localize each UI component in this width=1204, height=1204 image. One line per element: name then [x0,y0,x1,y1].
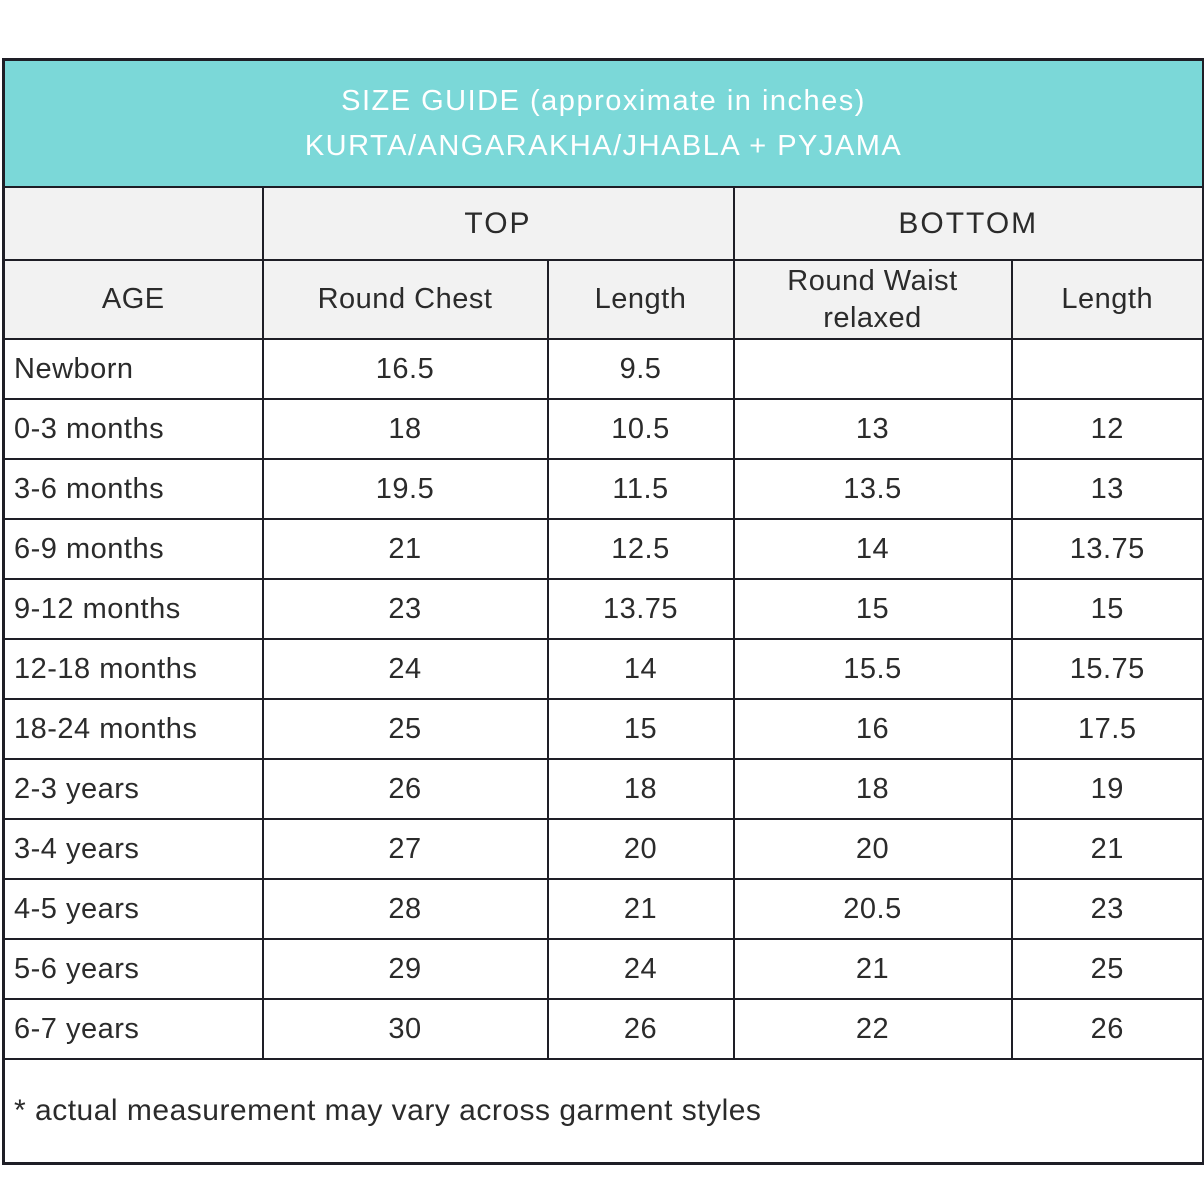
measurement-cell: 14 [732,518,1013,580]
age-cell: Newborn [2,338,264,400]
measurement-cell: 15.75 [1010,638,1204,700]
measurement-cell: 16.5 [261,338,549,400]
measurement-cell: 27 [261,818,549,880]
age-cell: 3-4 years [2,818,264,880]
column-header-row: AGE Round Chest Length Round Waist relax… [2,259,1204,340]
measurement-cell: 25 [261,698,549,760]
measurement-cell: 26 [261,758,549,820]
age-cell: 3-6 months [2,458,264,520]
measurement-cell: 23 [261,578,549,640]
age-cell: 5-6 years [2,938,264,1000]
title-row: SIZE GUIDE (approximate in inches) KURTA… [2,58,1204,188]
measurement-cell: 18 [732,758,1013,820]
table-row: 9-12 months 23 13.75 15 15 [2,578,1204,640]
measurement-cell [732,338,1013,400]
table-row: 6-7 years 30 26 22 26 [2,998,1204,1060]
column-header-round-waist: Round Waist relaxed [732,259,1013,340]
measurement-cell: 20 [732,818,1013,880]
measurement-cell: 13.75 [546,578,735,640]
size-guide-table: SIZE GUIDE (approximate in inches) KURTA… [2,58,1204,1165]
measurement-cell: 17.5 [1010,698,1204,760]
age-cell: 9-12 months [2,578,264,640]
measurement-cell: 21 [261,518,549,580]
age-cell: 6-7 years [2,998,264,1060]
table-row: Newborn 16.5 9.5 [2,338,1204,400]
age-cell: 6-9 months [2,518,264,580]
measurement-cell: 30 [261,998,549,1060]
measurement-cell [1010,338,1204,400]
measurement-cell: 29 [261,938,549,1000]
table-row: 4-5 years 28 21 20.5 23 [2,878,1204,940]
measurement-cell: 18 [546,758,735,820]
table-row: 5-6 years 29 24 21 25 [2,938,1204,1000]
measurement-cell: 26 [1010,998,1204,1060]
measurement-cell: 22 [732,998,1013,1060]
group-header-empty [2,186,264,261]
table-row: 3-4 years 27 20 20 21 [2,818,1204,880]
measurement-cell: 14 [546,638,735,700]
measurement-cell: 21 [732,938,1013,1000]
measurement-cell: 13.75 [1010,518,1204,580]
table-row: 12-18 months 24 14 15.5 15.75 [2,638,1204,700]
table-row: 6-9 months 21 12.5 14 13.75 [2,518,1204,580]
column-header-bottom-length: Length [1010,259,1204,340]
measurement-cell: 9.5 [546,338,735,400]
column-header-top-length: Length [546,259,735,340]
age-cell: 2-3 years [2,758,264,820]
table-row: 3-6 months 19.5 11.5 13.5 13 [2,458,1204,520]
measurement-cell: 21 [1010,818,1204,880]
table-row: 0-3 months 18 10.5 13 12 [2,398,1204,460]
measurement-cell: 13.5 [732,458,1013,520]
age-cell: 12-18 months [2,638,264,700]
measurement-cell: 19.5 [261,458,549,520]
measurement-cell: 15.5 [732,638,1013,700]
measurement-cell: 13 [1010,458,1204,520]
measurement-cell: 20.5 [732,878,1013,940]
measurement-cell: 21 [546,878,735,940]
column-header-age: AGE [2,259,264,340]
title-line-2: KURTA/ANGARAKHA/JHABLA + PYJAMA [304,129,903,162]
measurement-cell: 25 [1010,938,1204,1000]
footnote: * actual measurement may vary across gar… [2,1058,1204,1165]
measurement-cell: 28 [261,878,549,940]
age-cell: 0-3 months [2,398,264,460]
measurement-cell: 24 [261,638,549,700]
column-header-round-chest: Round Chest [261,259,549,340]
group-header-top: TOP [261,186,735,261]
measurement-cell: 23 [1010,878,1204,940]
measurement-cell: 15 [546,698,735,760]
measurement-cell: 15 [732,578,1013,640]
table-row: 2-3 years 26 18 18 19 [2,758,1204,820]
measurement-cell: 16 [732,698,1013,760]
table-row: 18-24 months 25 15 16 17.5 [2,698,1204,760]
measurement-cell: 26 [546,998,735,1060]
age-cell: 4-5 years [2,878,264,940]
measurement-cell: 13 [732,398,1013,460]
measurement-cell: 12.5 [546,518,735,580]
measurement-cell: 12 [1010,398,1204,460]
measurement-cell: 20 [546,818,735,880]
size-table-body: Newborn 16.5 9.5 0-3 months 18 10.5 13 12 3-6 mo… [2,338,1204,1060]
group-header-bottom: BOTTOM [732,186,1204,261]
measurement-cell: 10.5 [546,398,735,460]
size-guide-title: SIZE GUIDE (approximate in inches) KURTA… [2,58,1204,188]
measurement-cell: 15 [1010,578,1204,640]
age-cell: 18-24 months [2,698,264,760]
measurement-cell: 19 [1010,758,1204,820]
measurement-cell: 18 [261,398,549,460]
footnote-row: * actual measurement may vary across gar… [2,1058,1204,1165]
measurement-cell: 24 [546,938,735,1000]
title-line-1: SIZE GUIDE (approximate in inches) [341,84,866,117]
group-header-row: TOP BOTTOM [2,186,1204,261]
measurement-cell: 11.5 [546,458,735,520]
